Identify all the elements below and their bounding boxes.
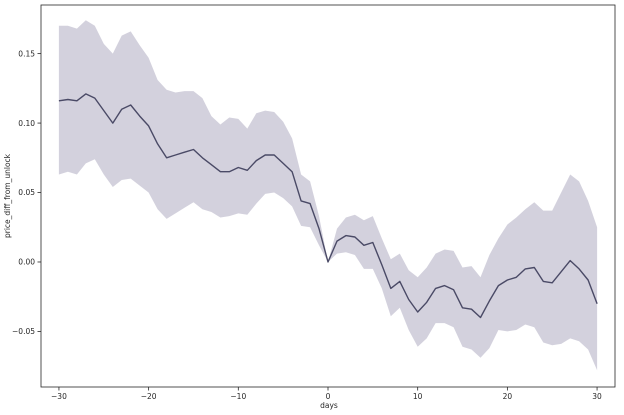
mean-line [58, 93, 598, 319]
y-tick-label: −0.05 [12, 327, 35, 336]
confidence-band [58, 20, 598, 371]
x-axis-ticks: −30 −20 −10 0 10 20 30 [51, 387, 602, 401]
y-tick-label: 0.00 [18, 258, 35, 267]
x-tick-label: −20 [141, 392, 157, 401]
x-tick-label: −10 [230, 392, 246, 401]
y-axis-label: price_diff_from_unlock [3, 153, 12, 238]
x-tick-label: 10 [413, 392, 423, 401]
x-tick-label: 30 [592, 392, 602, 401]
x-tick-label: 20 [503, 392, 513, 401]
confidence-band-layer [58, 20, 598, 371]
x-tick-label: −30 [51, 392, 67, 401]
y-tick-label: 0.15 [18, 49, 35, 58]
x-axis-label: days [320, 401, 338, 410]
y-tick-label: 0.10 [18, 119, 35, 128]
y-tick-label: 0.05 [18, 188, 35, 197]
x-tick-label: 0 [326, 392, 331, 401]
y-axis-ticks: −0.05 0.00 0.05 0.10 0.15 [12, 49, 41, 336]
mean-line-layer [58, 93, 598, 319]
